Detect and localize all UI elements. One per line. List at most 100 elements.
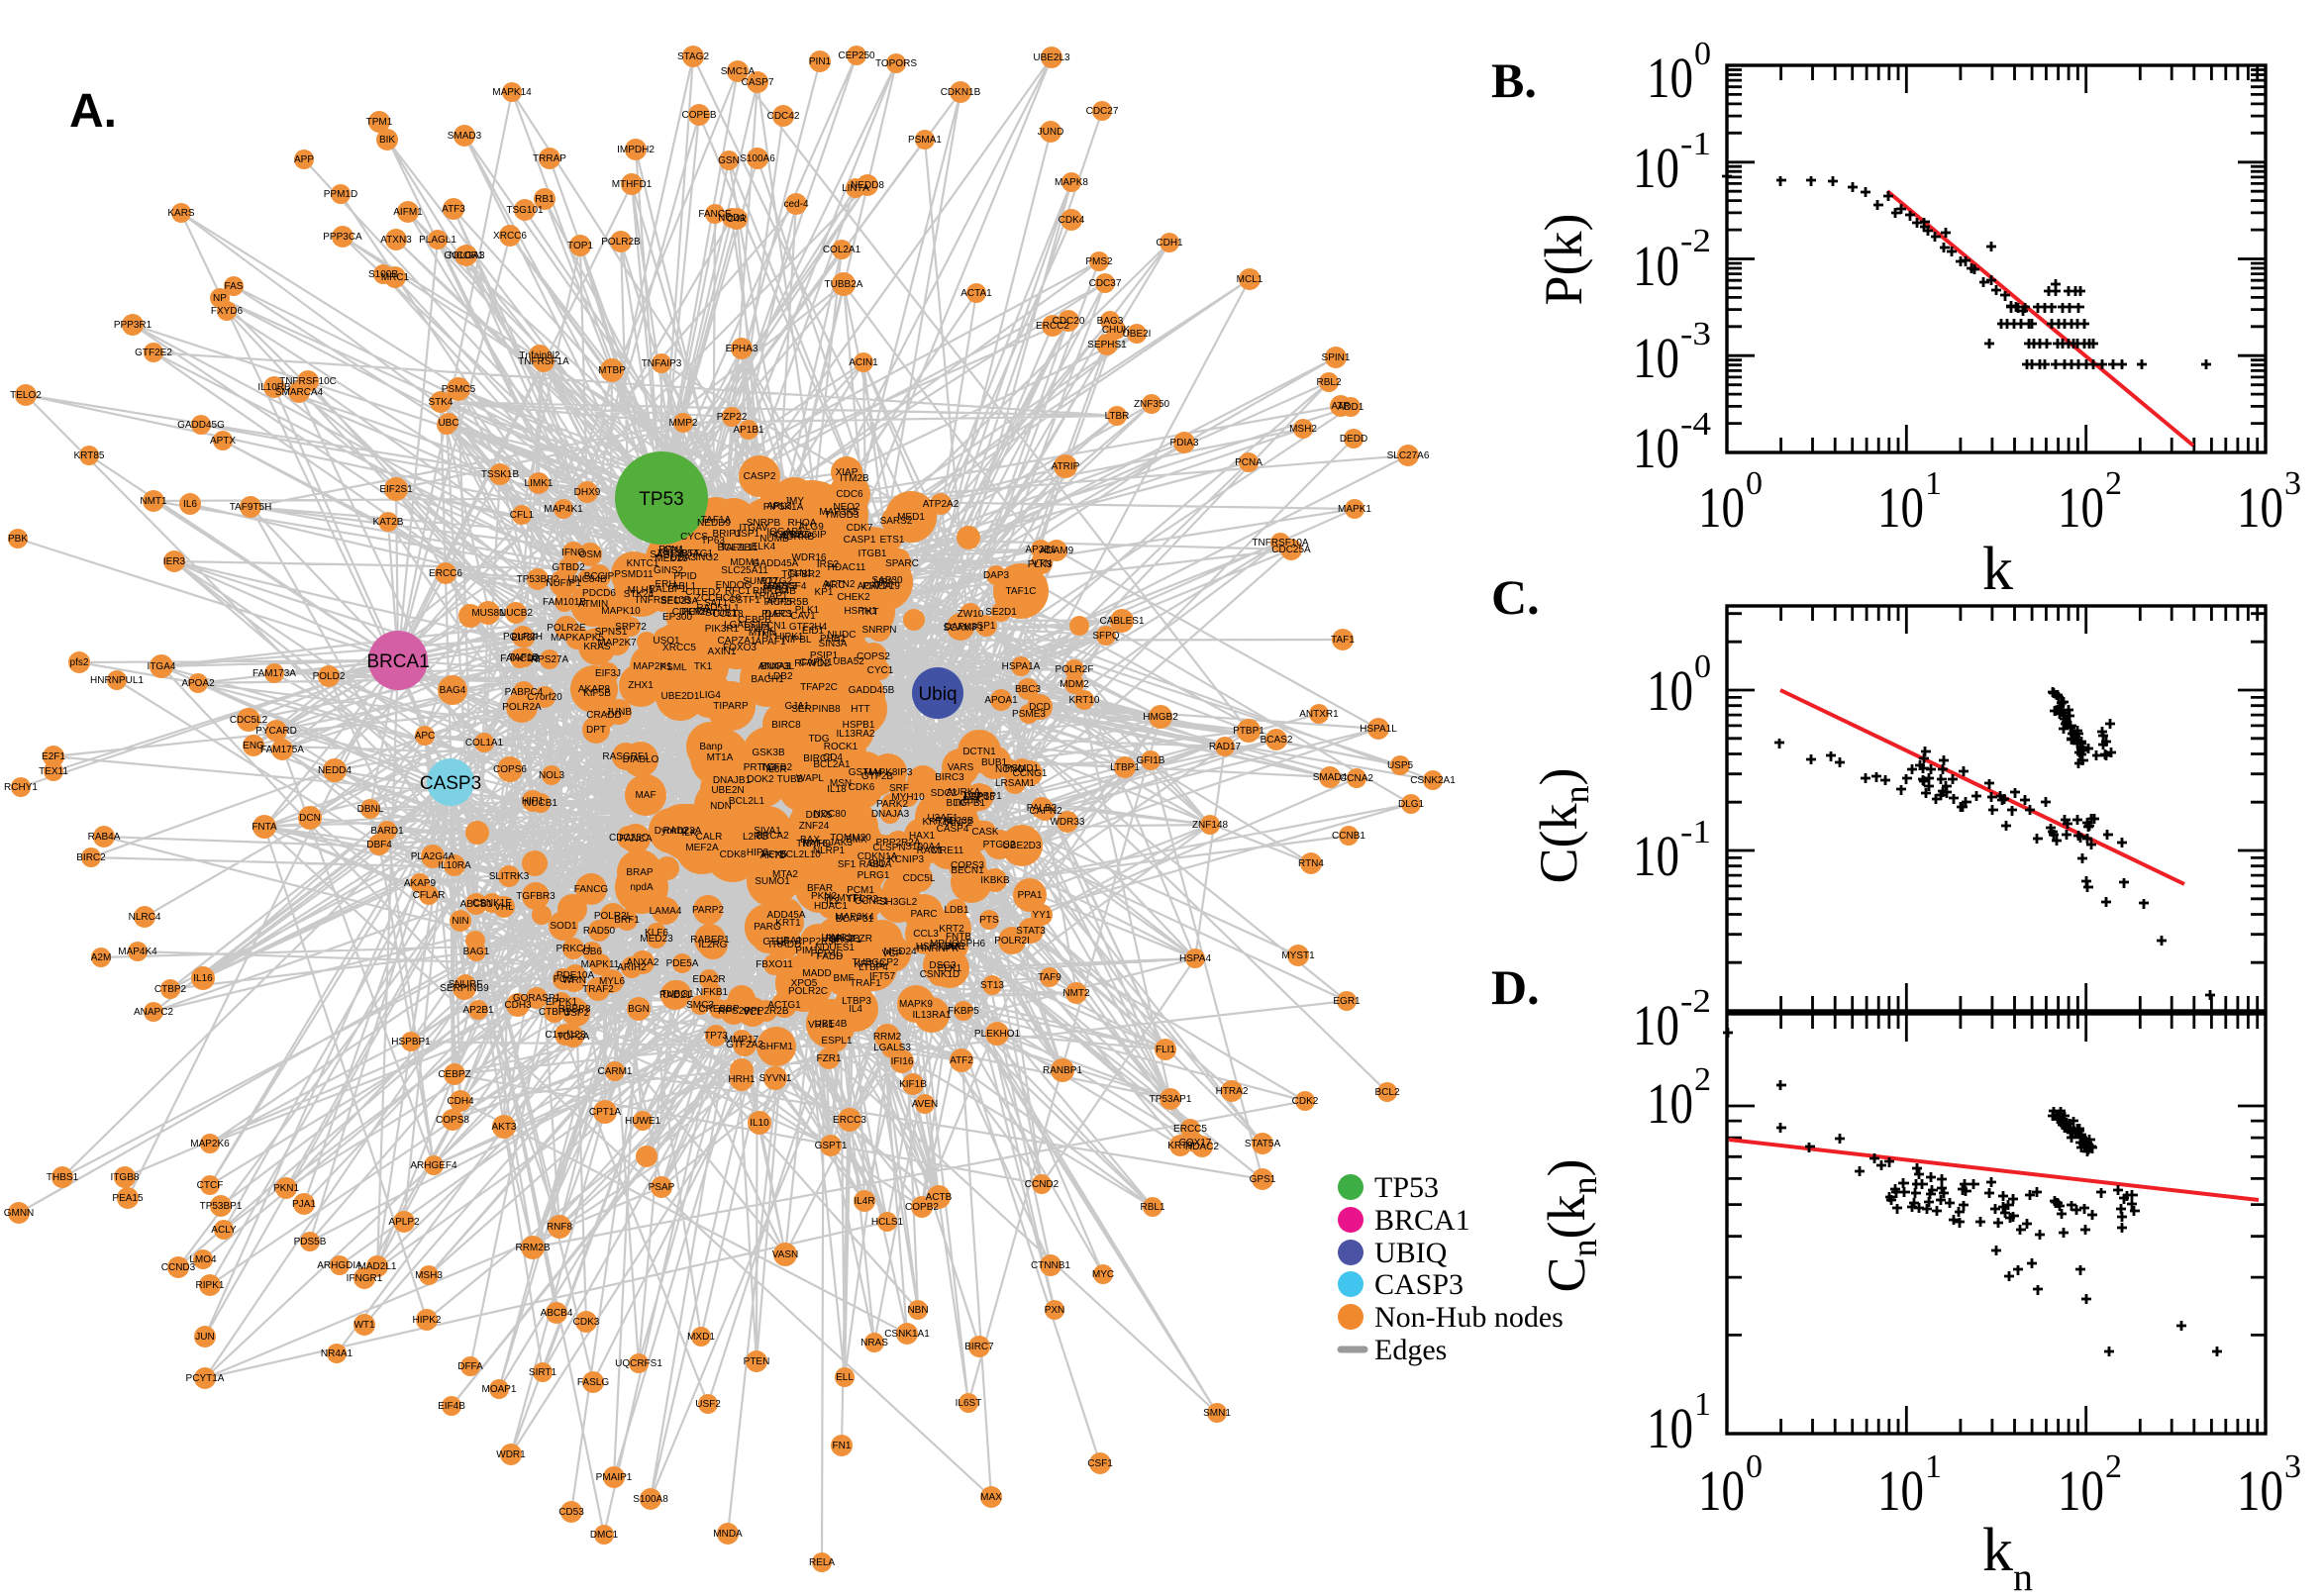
svg-text:ENDOG: ENDOG <box>716 580 753 591</box>
svg-text:ANAPC2: ANAPC2 <box>134 1007 173 1018</box>
svg-text:ACTB: ACTB <box>926 1192 953 1203</box>
svg-text:RAD23B: RAD23B <box>936 816 974 827</box>
svg-text:CAV1: CAV1 <box>790 611 816 622</box>
svg-text:LIG4: LIG4 <box>699 690 721 701</box>
svg-text:PALB2: PALB2 <box>1027 803 1058 814</box>
svg-text:NFKB1: NFKB1 <box>696 987 729 998</box>
svg-text:STAG2: STAG2 <box>677 51 709 62</box>
svg-text:0: 0 <box>1746 465 1763 502</box>
svg-text:RAB1A: RAB1A <box>859 859 892 870</box>
svg-text:3: 3 <box>2284 465 2301 502</box>
svg-text:SUMO2: SUMO2 <box>743 576 778 587</box>
svg-text:10: 10 <box>1647 658 1693 723</box>
svg-text:CDKN2A: CDKN2A <box>672 607 713 618</box>
svg-text:MTBP: MTBP <box>598 365 626 376</box>
svg-text:HDAC1: HDAC1 <box>814 901 848 912</box>
svg-text:NLRC4: NLRC4 <box>129 912 161 923</box>
svg-text:RAD50: RAD50 <box>583 926 616 937</box>
svg-text:CDK6: CDK6 <box>849 782 875 793</box>
svg-text:PFN1: PFN1 <box>658 545 684 555</box>
svg-text:NEDD4: NEDD4 <box>318 765 352 776</box>
svg-text:TNFAIP3: TNFAIP3 <box>642 358 682 369</box>
svg-text:SNRPB: SNRPB <box>747 518 781 529</box>
svg-text:ARIH2: ARIH2 <box>617 962 647 973</box>
svg-text:CDC37: CDC37 <box>1089 278 1122 289</box>
svg-text:SMC1A: SMC1A <box>721 66 756 77</box>
svg-text:ABCB1: ABCB1 <box>460 899 493 910</box>
svg-text:DARS: DARS <box>764 609 792 620</box>
svg-text:PDCD6: PDCD6 <box>582 588 616 599</box>
svg-text:MAPK1: MAPK1 <box>1338 504 1371 515</box>
svg-text:10: 10 <box>1633 234 1679 298</box>
svg-text:RABEP1: RABEP1 <box>690 935 730 946</box>
svg-text:PKN1: PKN1 <box>273 1183 300 1194</box>
svg-text:FANCA: FANCA <box>619 834 653 845</box>
svg-text:DAPK3: DAPK3 <box>945 622 977 633</box>
svg-text:POLR2H: POLR2H <box>503 632 543 643</box>
svg-text:BNIP3L: BNIP3L <box>760 661 795 672</box>
svg-text:USP15: USP15 <box>963 792 995 803</box>
svg-text:RPS29: RPS29 <box>718 1006 750 1017</box>
svg-text:MT1A: MT1A <box>707 752 734 763</box>
svg-text:TRADD: TRADD <box>767 940 801 950</box>
svg-text:S100B: S100B <box>368 269 398 280</box>
svg-text:PPP2R5B: PPP2R5B <box>763 597 808 608</box>
svg-text:CAPZA1: CAPZA1 <box>718 636 757 647</box>
svg-text:CTGF: CTGF <box>762 937 789 948</box>
svg-text:NLRP1: NLRP1 <box>813 846 846 856</box>
svg-text:SERPINB8: SERPINB8 <box>791 704 841 715</box>
svg-text:ATMIN: ATMIN <box>578 599 608 610</box>
svg-text:CDKN1A: CDKN1A <box>858 851 898 862</box>
svg-text:GTBD2: GTBD2 <box>552 562 585 573</box>
svg-text:SF1: SF1 <box>838 859 857 870</box>
svg-text:IL10RA: IL10RA <box>438 860 471 871</box>
svg-text:TDG: TDG <box>808 734 829 745</box>
svg-text:BRCA1: BRCA1 <box>366 651 429 672</box>
svg-text:NOL3: NOL3 <box>539 770 565 781</box>
svg-text:IL6ST: IL6ST <box>956 1398 982 1409</box>
svg-text:SP1: SP1 <box>977 621 996 632</box>
svg-text:COL2A1: COL2A1 <box>823 245 861 255</box>
svg-text:SERPINB9: SERPINB9 <box>440 983 489 994</box>
svg-text:NIN: NIN <box>452 916 468 927</box>
svg-text:ERCC3: ERCC3 <box>833 1115 866 1126</box>
svg-text:BID: BID <box>869 858 886 869</box>
svg-text:CDC6: CDC6 <box>836 489 863 500</box>
svg-text:CDK7: CDK7 <box>847 523 873 534</box>
svg-text:-2: -2 <box>1680 983 1711 1020</box>
svg-text:MAPK10: MAPK10 <box>601 606 641 617</box>
svg-text:SMC3: SMC3 <box>686 1000 714 1011</box>
svg-text:FKBP5: FKBP5 <box>948 1006 979 1017</box>
svg-text:ATR: ATR <box>1331 401 1350 412</box>
svg-text:CTNNB1: CTNNB1 <box>1031 1260 1070 1271</box>
svg-text:MTPN: MTPN <box>749 628 776 639</box>
svg-text:HRH1: HRH1 <box>728 1074 756 1085</box>
svg-text:PYCARD: PYCARD <box>255 726 297 737</box>
svg-text:-2: -2 <box>1680 223 1711 259</box>
svg-text:TOP1: TOP1 <box>567 241 593 251</box>
svg-text:ANTXR1: ANTXR1 <box>1299 709 1339 720</box>
svg-text:RAC1: RAC1 <box>917 846 944 856</box>
svg-text:ELK4: ELK4 <box>752 542 776 552</box>
svg-text:PLEKHO1: PLEKHO1 <box>974 1029 1021 1040</box>
svg-text:TFAP2C: TFAP2C <box>800 682 838 693</box>
svg-text:KRT9: KRT9 <box>1167 1141 1193 1151</box>
svg-text:P(k): P(k) <box>1534 214 1593 306</box>
svg-text:ced-4: ced-4 <box>783 199 808 210</box>
svg-text:FAM173A: FAM173A <box>252 668 296 679</box>
svg-text:APLP2: APLP2 <box>388 1217 420 1228</box>
svg-text:SPNS1: SPNS1 <box>595 627 628 638</box>
svg-text:PDIA3: PDIA3 <box>1170 438 1199 449</box>
svg-text:LTBP4: LTBP4 <box>858 962 888 973</box>
svg-text:EDA2R: EDA2R <box>692 974 725 985</box>
svg-text:PBK: PBK <box>8 534 28 545</box>
svg-text:CDKN1B: CDKN1B <box>941 87 981 98</box>
svg-text:HSPBP1: HSPBP1 <box>391 1037 431 1047</box>
svg-text:TGFB1: TGFB1 <box>954 798 986 809</box>
svg-text:MADD: MADD <box>802 968 831 979</box>
svg-text:3: 3 <box>2284 1448 2301 1485</box>
svg-text:PARC: PARC <box>910 909 937 920</box>
svg-text:DNAJB1: DNAJB1 <box>713 775 752 786</box>
svg-text:DFFA: DFFA <box>457 1361 483 1372</box>
svg-text:KIF5B: KIF5B <box>583 688 611 699</box>
